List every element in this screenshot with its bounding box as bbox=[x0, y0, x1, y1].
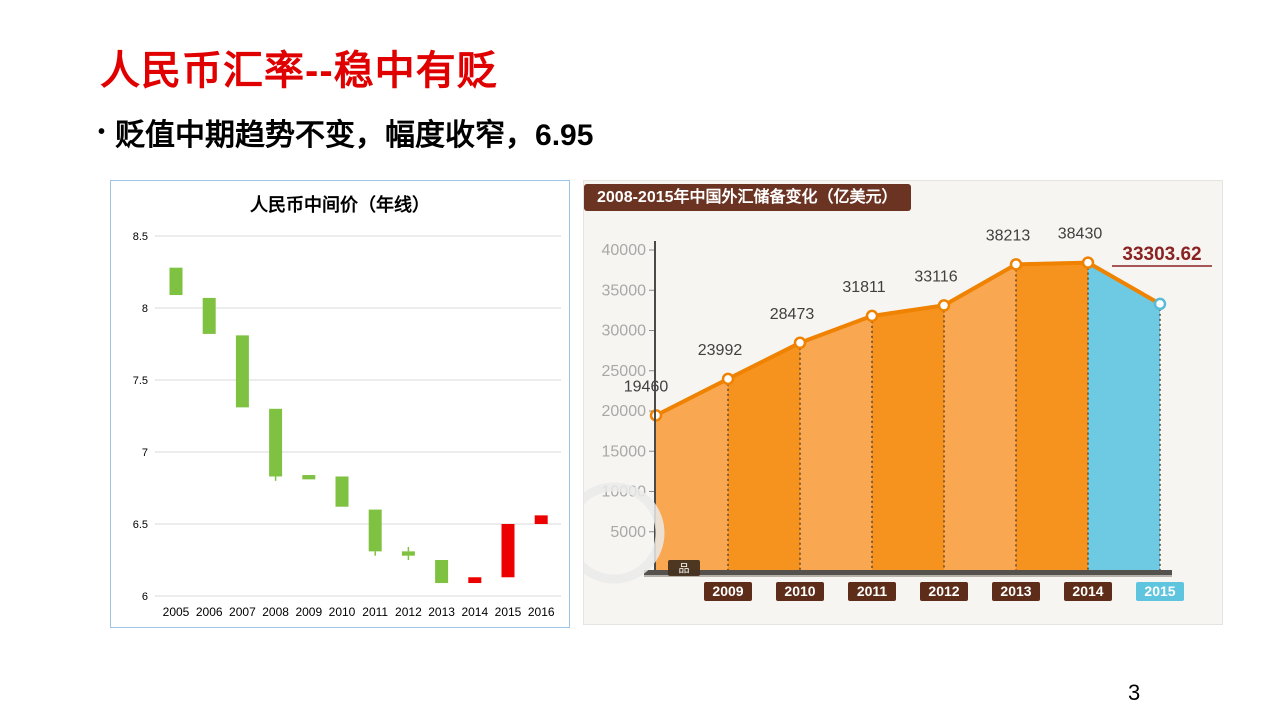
data-point-marker bbox=[937, 299, 951, 312]
data-point-marker bbox=[721, 372, 735, 386]
year-label-box bbox=[992, 582, 1040, 601]
page-number: 3 bbox=[1128, 680, 1141, 705]
x-axis-label: 2016 bbox=[528, 605, 555, 619]
candle-body bbox=[269, 408, 283, 477]
candle-body bbox=[302, 475, 316, 480]
area-segment bbox=[656, 378, 728, 572]
y-axis-label: 8.5 bbox=[133, 231, 148, 243]
x-axis-label: 2005 bbox=[163, 605, 190, 619]
x-axis-label: 2007 bbox=[229, 605, 256, 619]
watermark-text: 品 bbox=[679, 562, 690, 575]
year-label-box bbox=[704, 582, 752, 601]
y-axis-label: 5000 bbox=[610, 524, 646, 541]
candle-body bbox=[534, 515, 548, 524]
value-label: 28473 bbox=[770, 306, 815, 323]
candle-body bbox=[202, 297, 216, 334]
y-axis-label: 25000 bbox=[602, 363, 647, 380]
y-axis-label: 35000 bbox=[602, 282, 647, 299]
year-label-box bbox=[848, 582, 896, 601]
y-axis-label: 6 bbox=[142, 591, 148, 603]
y-axis-label: 20000 bbox=[602, 403, 647, 420]
candle-body bbox=[368, 509, 382, 552]
x-axis-shadow bbox=[644, 575, 1172, 577]
data-point-marker bbox=[1153, 297, 1167, 311]
candle-body bbox=[501, 524, 515, 578]
x-axis-label: 2006 bbox=[196, 605, 223, 619]
year-label: 2015 bbox=[1144, 583, 1175, 599]
reserves-area-chart: 4000035000300002500020000150001000050001… bbox=[584, 226, 1212, 601]
year-label: 2009 bbox=[712, 583, 743, 599]
candlestick-chart-card: 人民币中间价（年线） 8.5 8 7.5 7 6.5 6 2005 2006 2007 2008 2… bbox=[110, 180, 570, 628]
trend-line bbox=[655, 260, 1161, 418]
y-axis-label: 7.5 bbox=[133, 375, 148, 387]
watermark-box bbox=[668, 560, 700, 576]
area-segment bbox=[728, 342, 800, 572]
value-label: 23992 bbox=[698, 342, 743, 359]
year-label: 2013 bbox=[1000, 583, 1031, 599]
candle-body bbox=[435, 560, 449, 584]
candle-body bbox=[468, 577, 482, 584]
x-axis-label: 2013 bbox=[428, 605, 455, 619]
year-label: 2014 bbox=[1072, 583, 1103, 599]
area-segment bbox=[1088, 262, 1160, 572]
data-point-marker bbox=[793, 336, 807, 350]
x-axis-label: 2015 bbox=[495, 605, 522, 619]
x-axis-line bbox=[644, 570, 1172, 575]
slide-title: 人民币汇率--稳中有贬 bbox=[100, 49, 498, 93]
bullet-line: • 贬值中期趋势不变，幅度收窄，6.95 bbox=[98, 110, 593, 154]
x-axis-label: 2011 bbox=[362, 605, 388, 619]
data-point-marker bbox=[1009, 258, 1023, 271]
bullet-dot: • bbox=[98, 121, 106, 143]
year-label-box bbox=[1064, 582, 1112, 601]
y-axis-label: 6.5 bbox=[133, 519, 148, 531]
year-label-box bbox=[920, 582, 968, 601]
candle-body bbox=[401, 551, 415, 556]
bullet-text: 贬值中期趋势不变，幅度收窄，6.95 bbox=[115, 119, 594, 152]
x-axis-label: 2008 bbox=[262, 605, 289, 619]
area-segment bbox=[944, 264, 1016, 572]
x-axis-label: 2009 bbox=[295, 605, 322, 619]
value-label: 19460 bbox=[624, 378, 669, 395]
value-label: 38213 bbox=[986, 227, 1031, 244]
data-point-marker bbox=[1081, 256, 1095, 269]
y-axis-label: 7 bbox=[142, 447, 148, 459]
year-label-box bbox=[1136, 582, 1184, 601]
area-segment bbox=[800, 315, 872, 572]
x-axis-label: 2012 bbox=[395, 605, 422, 619]
candlestick-chart: 8.5 8 7.5 7 6.5 6 2005 2006 2007 2008 2009 2010 2011… bbox=[133, 231, 561, 619]
candle-body bbox=[169, 267, 183, 296]
watermark-circle bbox=[584, 482, 665, 584]
reserves-chart-title: 2008-2015年中国外汇储备变化（亿美元） bbox=[584, 184, 911, 211]
value-label: 33116 bbox=[914, 268, 957, 285]
final-value-label: 33303.62 bbox=[1122, 244, 1201, 265]
candle-body bbox=[235, 335, 249, 408]
data-point-marker bbox=[865, 309, 879, 323]
y-axis-label: 15000 bbox=[602, 443, 647, 460]
area-segment bbox=[872, 305, 944, 572]
year-label-box bbox=[776, 582, 824, 601]
area-segment bbox=[1016, 262, 1088, 572]
year-label: 2010 bbox=[784, 583, 815, 599]
candle-body bbox=[335, 476, 349, 507]
x-axis-label: 2010 bbox=[329, 605, 356, 619]
year-label: 2012 bbox=[928, 583, 959, 599]
y-axis-label: 8 bbox=[142, 303, 148, 315]
value-label: 31811 bbox=[842, 279, 885, 296]
y-axis-label: 40000 bbox=[602, 242, 647, 259]
y-axis-label: 30000 bbox=[602, 323, 647, 340]
year-label: 2011 bbox=[857, 583, 888, 599]
value-label: 38430 bbox=[1058, 226, 1103, 243]
candlestick-chart-title: 人民币中间价（年线） bbox=[250, 195, 430, 215]
x-axis-label: 2014 bbox=[461, 605, 488, 619]
reserves-chart-card: 2008-2015年中国外汇储备变化（亿美元） 40000 35000 30000 2… bbox=[583, 180, 1223, 625]
